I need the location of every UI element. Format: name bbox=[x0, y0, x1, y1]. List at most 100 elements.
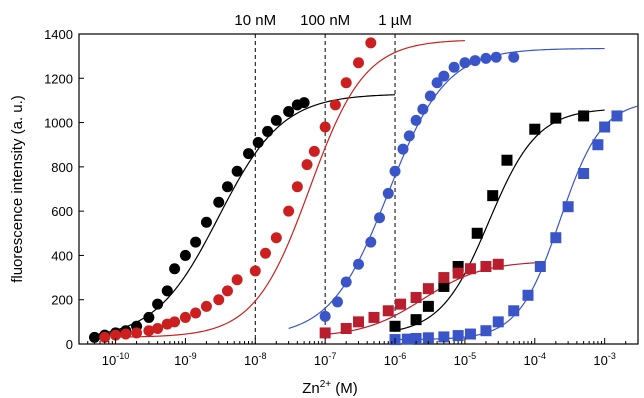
data-point-circle bbox=[417, 103, 429, 115]
data-point-square bbox=[410, 314, 422, 326]
data-point-square bbox=[422, 283, 434, 295]
data-point-square bbox=[471, 227, 483, 239]
data-point-circle bbox=[438, 70, 450, 82]
fit-curve bbox=[394, 109, 605, 332]
y-tick-label: 0 bbox=[66, 337, 73, 352]
data-point-circle bbox=[270, 114, 282, 126]
data-point-circle bbox=[259, 247, 271, 259]
y-tick-label: 600 bbox=[51, 204, 73, 219]
data-point-circle bbox=[143, 325, 155, 337]
x-tick-exponent: -7 bbox=[328, 351, 336, 361]
data-point-square bbox=[550, 112, 562, 124]
data-point-circle bbox=[319, 121, 331, 133]
data-point-circle bbox=[270, 232, 282, 244]
x-tick-label: 10-7 bbox=[314, 351, 336, 368]
reference-lines: 10 nM 100 nM 1 µM bbox=[234, 12, 412, 344]
plot-frame bbox=[78, 33, 639, 345]
x-axis-label-base: Zn bbox=[302, 380, 320, 397]
x-tick-label: 10-4 bbox=[524, 351, 546, 368]
data-point-circle bbox=[283, 106, 295, 117]
data-point-circle bbox=[262, 125, 274, 137]
data-point-square bbox=[487, 190, 499, 202]
data-point-circle bbox=[331, 296, 343, 308]
x-tick-label: 10-6 bbox=[384, 351, 406, 368]
data-point-circle bbox=[179, 311, 191, 323]
data-point-circle bbox=[410, 114, 422, 126]
y-tick-label: 400 bbox=[51, 248, 73, 263]
data-point-circle bbox=[143, 311, 155, 323]
x-tick-exponent: -9 bbox=[189, 351, 197, 361]
data-point-circle bbox=[283, 205, 295, 217]
x-tick-exponent: -4 bbox=[538, 351, 546, 361]
x-tick-label: 10-8 bbox=[244, 351, 266, 368]
data-point-circle bbox=[382, 187, 394, 199]
data-point-square bbox=[550, 232, 562, 244]
x-tick-base: 10 bbox=[454, 353, 468, 368]
x-axis-label: Zn2+ (M) bbox=[302, 379, 358, 397]
reference-line-label: 1 µM bbox=[378, 12, 412, 29]
x-tick-exponent: -5 bbox=[468, 351, 476, 361]
data-point-circle bbox=[319, 310, 331, 322]
x-tick-exponent: -10 bbox=[116, 351, 129, 361]
data-point-circle bbox=[298, 97, 310, 109]
data-point-circle bbox=[340, 276, 352, 288]
data-point-square bbox=[534, 261, 546, 272]
data-point-circle bbox=[424, 90, 436, 102]
x-tick-base: 10 bbox=[314, 353, 328, 368]
data-point-circle bbox=[231, 165, 243, 177]
data-point-square bbox=[501, 154, 513, 166]
y-axis-label: fluorescence intensity (a. u.) bbox=[9, 95, 26, 283]
data-point-circle bbox=[353, 258, 364, 270]
x-tick-exponent: -3 bbox=[608, 351, 616, 361]
data-point-circle bbox=[221, 285, 233, 297]
fit-curves bbox=[94, 40, 639, 341]
data-point-square bbox=[592, 139, 604, 151]
reference-line-label: 100 nM bbox=[300, 12, 350, 29]
data-point-square bbox=[395, 298, 407, 310]
data-point-square bbox=[438, 280, 450, 292]
data-point-circle bbox=[252, 137, 264, 148]
data-point-square bbox=[382, 305, 394, 317]
data-point-square bbox=[368, 311, 380, 323]
data-point-circle bbox=[99, 331, 111, 343]
data-point-circle bbox=[448, 61, 460, 73]
x-tick-exponent: -6 bbox=[398, 351, 406, 361]
y-tick-label: 1200 bbox=[44, 71, 73, 86]
data-point-circle bbox=[200, 216, 212, 228]
data-point-circle bbox=[374, 212, 386, 224]
data-point-square bbox=[578, 110, 590, 122]
data-point-square bbox=[422, 332, 434, 344]
data-point-square bbox=[438, 331, 450, 343]
data-point-circle bbox=[161, 285, 173, 297]
data-point-circle bbox=[190, 307, 202, 319]
x-tick-base: 10 bbox=[244, 353, 258, 368]
gridless-plot-area bbox=[78, 33, 639, 345]
x-tick-exponent: -8 bbox=[259, 351, 267, 361]
data-point-circle bbox=[365, 37, 377, 49]
data-point-circle bbox=[200, 300, 212, 312]
data-point-square bbox=[410, 292, 422, 303]
data-point-circle bbox=[179, 249, 191, 261]
data-point-square bbox=[410, 332, 422, 344]
data-point-square bbox=[353, 316, 364, 328]
data-point-square bbox=[452, 267, 464, 279]
data-point-circle bbox=[508, 51, 520, 63]
data-point-square bbox=[529, 123, 541, 135]
data-point-square bbox=[340, 323, 352, 334]
data-point-circle bbox=[243, 148, 255, 160]
data-points bbox=[89, 37, 623, 346]
data-point-circle bbox=[431, 77, 443, 89]
x-tick-base: 10 bbox=[174, 353, 188, 368]
data-point-square bbox=[578, 168, 590, 179]
data-point-circle bbox=[397, 143, 409, 155]
y-axis-ticks: 0 200 400 600 800 1000 1200 1400 bbox=[44, 27, 84, 352]
y-tick-label: 1400 bbox=[44, 27, 73, 42]
data-point-square bbox=[319, 327, 331, 339]
data-point-circle bbox=[469, 55, 481, 67]
data-point-circle bbox=[169, 316, 181, 328]
data-point-square bbox=[480, 325, 492, 337]
data-point-circle bbox=[89, 331, 101, 343]
x-axis-ticks: 10-10 10-9 10-8 10-7 10-6 10-5 10-4 10-3 bbox=[78, 338, 639, 368]
data-point-square bbox=[562, 201, 574, 213]
x-tick-base: 10 bbox=[102, 353, 116, 368]
